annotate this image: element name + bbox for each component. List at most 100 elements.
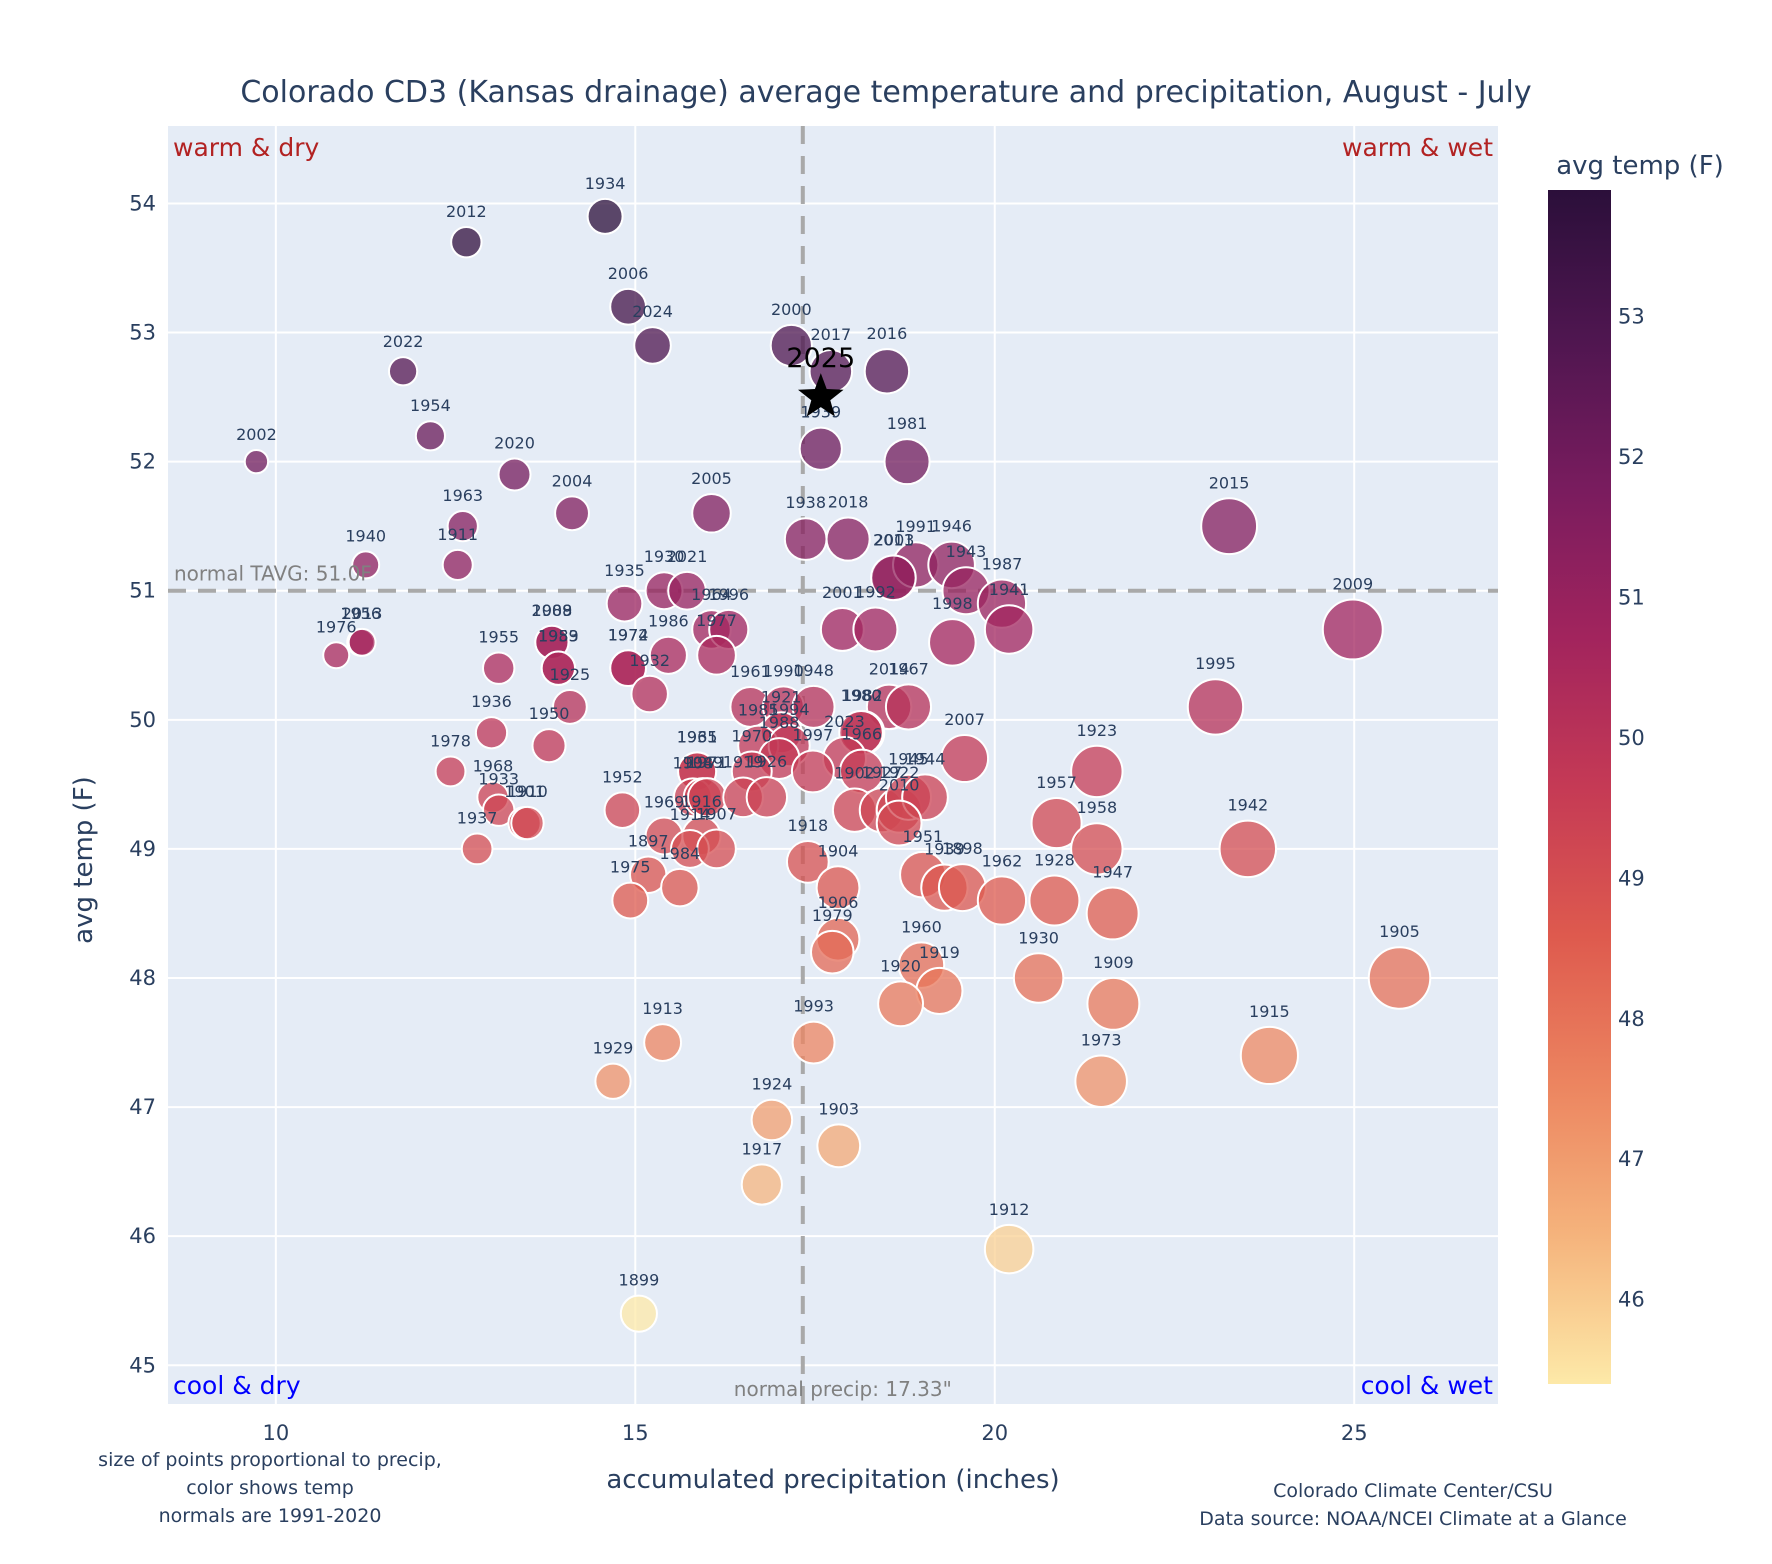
point-label: 1985 bbox=[738, 701, 779, 720]
data-point bbox=[1070, 822, 1124, 876]
point-label: 1966 bbox=[841, 725, 882, 744]
y-axis-ticks: 45 46 47 48 49 50 51 52 53 54 bbox=[129, 191, 156, 1377]
point-label: 1971 bbox=[687, 753, 728, 772]
data-point bbox=[611, 881, 650, 920]
data-point bbox=[815, 865, 861, 911]
point-label: 1990 bbox=[763, 661, 804, 680]
point-label: 1924 bbox=[752, 1075, 793, 1094]
data-point bbox=[740, 1163, 783, 1206]
point-label: 1926 bbox=[747, 752, 788, 771]
data-point bbox=[883, 438, 931, 486]
data-point bbox=[825, 516, 871, 562]
y-axis-title: avg temp (F) bbox=[69, 776, 99, 944]
point-label: 2011 bbox=[873, 531, 914, 550]
point-label: 1944 bbox=[905, 749, 946, 768]
point-label: 1939 bbox=[924, 839, 965, 858]
point-label: 1959 bbox=[538, 626, 579, 645]
data-point bbox=[791, 684, 836, 729]
data-point bbox=[1012, 952, 1065, 1004]
colorbar-tick-label: 52 bbox=[1618, 445, 1645, 469]
point-label: 2014 bbox=[869, 660, 910, 679]
point-label: 2009 bbox=[1332, 574, 1373, 593]
point-label: 1969 bbox=[644, 793, 685, 812]
point-label: 1982 bbox=[842, 686, 883, 705]
point-label: 1932 bbox=[629, 651, 670, 670]
point-label: 1941 bbox=[989, 580, 1030, 599]
point-label: 1920 bbox=[880, 956, 921, 975]
data-point bbox=[1085, 886, 1140, 941]
x-axis-ticks: 10 15 20 25 bbox=[262, 1421, 1367, 1445]
point-label: 1979 bbox=[812, 906, 853, 925]
point-label: 2012 bbox=[446, 202, 487, 221]
point-label: 2022 bbox=[383, 332, 424, 351]
data-point bbox=[414, 420, 446, 452]
point-label: 1942 bbox=[1227, 796, 1268, 815]
quadrant-label-cool-wet: cool & wet bbox=[1361, 1371, 1493, 1400]
data-point bbox=[351, 550, 381, 580]
data-point bbox=[450, 226, 483, 259]
point-label: 1899 bbox=[619, 1271, 660, 1290]
footnote-line: color shows temp bbox=[186, 1477, 354, 1499]
point-label: 1993 bbox=[793, 997, 834, 1016]
x-tick-label: 20 bbox=[981, 1421, 1008, 1445]
data-point bbox=[696, 828, 737, 870]
data-point bbox=[1218, 819, 1278, 879]
data-point bbox=[387, 356, 419, 387]
data-point bbox=[510, 805, 545, 841]
point-label: 1961 bbox=[730, 662, 771, 681]
point-label: 1929 bbox=[593, 1039, 634, 1058]
point-label: 2015 bbox=[1209, 473, 1250, 492]
point-label: 1934 bbox=[585, 174, 626, 193]
point-label: 1978 bbox=[430, 732, 471, 751]
point-label: 1962 bbox=[982, 851, 1023, 870]
data-point bbox=[750, 1098, 794, 1142]
point-label: 2004 bbox=[552, 471, 593, 490]
normal-precip-label: normal precip: 17.33" bbox=[734, 1377, 952, 1401]
point-label: 1927 bbox=[862, 763, 903, 782]
data-point bbox=[816, 1123, 862, 1169]
y-tick-label: 49 bbox=[129, 837, 156, 861]
data-point bbox=[791, 1020, 836, 1065]
data-point bbox=[809, 929, 855, 975]
point-label: 1974 bbox=[608, 625, 649, 644]
data-point bbox=[660, 867, 700, 908]
quadrant-label-warm-wet: warm & wet bbox=[1342, 133, 1493, 162]
data-point bbox=[497, 457, 532, 492]
point-label: 1933 bbox=[478, 769, 519, 788]
point-label: 1907 bbox=[696, 805, 737, 824]
data-point bbox=[481, 651, 516, 685]
data-point bbox=[434, 755, 467, 788]
data-point bbox=[605, 584, 644, 623]
data-point bbox=[691, 493, 732, 534]
point-label: 2018 bbox=[828, 493, 869, 512]
point-label: 2021 bbox=[667, 547, 708, 566]
data-point bbox=[783, 517, 828, 561]
point-label: 1980 bbox=[841, 686, 882, 705]
point-label: 1901 bbox=[504, 782, 545, 801]
point-label: 2005 bbox=[691, 469, 732, 488]
point-label: 1956 bbox=[340, 604, 381, 623]
x-axis-title: accumulated precipitation (inches) bbox=[606, 1465, 1059, 1495]
point-label: 1968 bbox=[473, 757, 514, 776]
colorbar-tick-label: 50 bbox=[1618, 726, 1645, 750]
data-point bbox=[540, 650, 577, 686]
point-label: 1950 bbox=[529, 704, 570, 723]
point-label: 1913 bbox=[642, 999, 683, 1018]
credit-line: Colorado Climate Center/CSU bbox=[1273, 1480, 1553, 1502]
data-point bbox=[551, 689, 588, 725]
data-point bbox=[769, 323, 813, 368]
y-tick-label: 46 bbox=[129, 1224, 156, 1248]
point-label: 1935 bbox=[604, 561, 645, 580]
data-points bbox=[243, 197, 1432, 1333]
point-label: 1922 bbox=[879, 763, 920, 782]
colorbar-ticks: 46 47 48 49 50 51 52 53 bbox=[1618, 304, 1645, 1311]
footnote-line: size of points proportional to precip, bbox=[98, 1449, 442, 1471]
data-point bbox=[630, 674, 669, 714]
footnote-left: size of points proportional to precip, co… bbox=[98, 1449, 442, 1527]
data-point bbox=[648, 635, 688, 675]
point-label: 2024 bbox=[632, 302, 673, 321]
point-label: 1998 bbox=[932, 594, 973, 613]
point-label: 1909 bbox=[1093, 953, 1134, 972]
data-point bbox=[1086, 976, 1141, 1031]
point-label: 1912 bbox=[989, 1200, 1030, 1219]
